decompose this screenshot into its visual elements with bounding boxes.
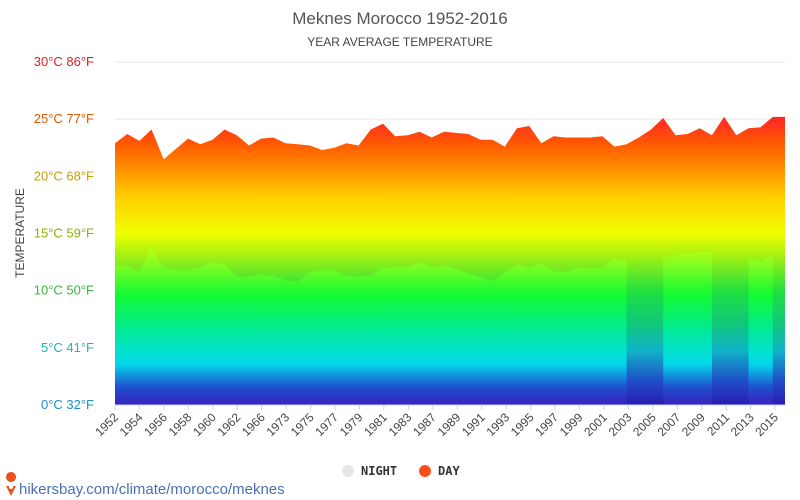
y-tick-label: 5°C 41°F: [41, 340, 94, 355]
legend-item-night[interactable]: NIGHT: [342, 464, 397, 478]
y-axis-ticks: 0°C 32°F 5°C 41°F 10°C 50°F 15°C 59°F 20°C 6…: [34, 54, 94, 412]
chart-title: Meknes Morocco 1952-2016: [292, 9, 507, 28]
night-series-area: [748, 255, 773, 405]
y-tick-label: 30°C 86°F: [34, 54, 94, 69]
y-axis-label: TEMPERATURE: [13, 188, 27, 278]
x-axis-ticks: 1952195419561958196019621966197319751977…: [92, 405, 781, 439]
source-url: hikersbay.com/climate/morocco/meknes: [19, 481, 285, 498]
x-tick-label: 1960: [190, 410, 219, 439]
map-pin-dot: [9, 485, 13, 489]
y-tick-label: 10°C 50°F: [34, 283, 94, 298]
source-link[interactable]: hikersbay.com/climate/morocco/meknes: [6, 472, 285, 498]
x-tick-label: 2007: [655, 410, 684, 439]
x-tick-label: 2015: [752, 410, 781, 439]
x-tick-label: 1966: [239, 410, 268, 439]
x-tick-label: 1952: [92, 410, 121, 439]
legend-night-label: NIGHT: [361, 464, 397, 478]
x-tick-label: 1999: [557, 410, 586, 439]
y-tick-label: 25°C 77°F: [34, 111, 94, 126]
night-series-area: [115, 247, 627, 405]
night-series-area: [663, 251, 712, 405]
chart-subtitle: YEAR AVERAGE TEMPERATURE: [307, 35, 492, 49]
x-tick-label: 1954: [117, 410, 146, 439]
x-tick-label: 1981: [361, 410, 390, 439]
map-pin-icon: [6, 472, 17, 496]
y-tick-label: 0°C 32°F: [41, 397, 94, 412]
x-tick-label: 2001: [581, 410, 610, 439]
x-tick-label: 2011: [704, 410, 732, 438]
y-tick-label: 20°C 68°F: [34, 168, 94, 183]
x-tick-label: 1993: [483, 410, 512, 439]
plot-area: [115, 116, 785, 406]
legend-item-day[interactable]: DAY: [419, 464, 460, 478]
x-tick-label: 1995: [508, 410, 537, 439]
x-tick-label: 1987: [410, 410, 439, 439]
y-tick-label: 15°C 59°F: [34, 226, 94, 241]
legend-night-marker: [342, 465, 354, 477]
x-tick-label: 2005: [630, 410, 659, 439]
x-tick-label: 1958: [166, 410, 195, 439]
x-tick-label: 1997: [532, 410, 561, 439]
x-tick-label: 1989: [435, 410, 464, 439]
x-tick-label: 2013: [728, 410, 757, 439]
x-tick-label: 1973: [263, 410, 292, 439]
x-tick-label: 2009: [679, 410, 708, 439]
x-tick-label: 1956: [141, 410, 170, 439]
x-tick-label: 1979: [337, 410, 366, 439]
x-tick-label: 1991: [459, 410, 488, 439]
x-tick-label: 1977: [312, 410, 341, 439]
legend: NIGHT DAY: [342, 464, 460, 478]
legend-day-label: DAY: [438, 464, 460, 478]
x-tick-label: 1983: [386, 410, 415, 439]
x-tick-label: 1975: [288, 410, 317, 439]
x-tick-label: 2003: [606, 410, 635, 439]
x-tick-label: 1962: [215, 410, 244, 439]
legend-day-marker: [419, 465, 431, 477]
